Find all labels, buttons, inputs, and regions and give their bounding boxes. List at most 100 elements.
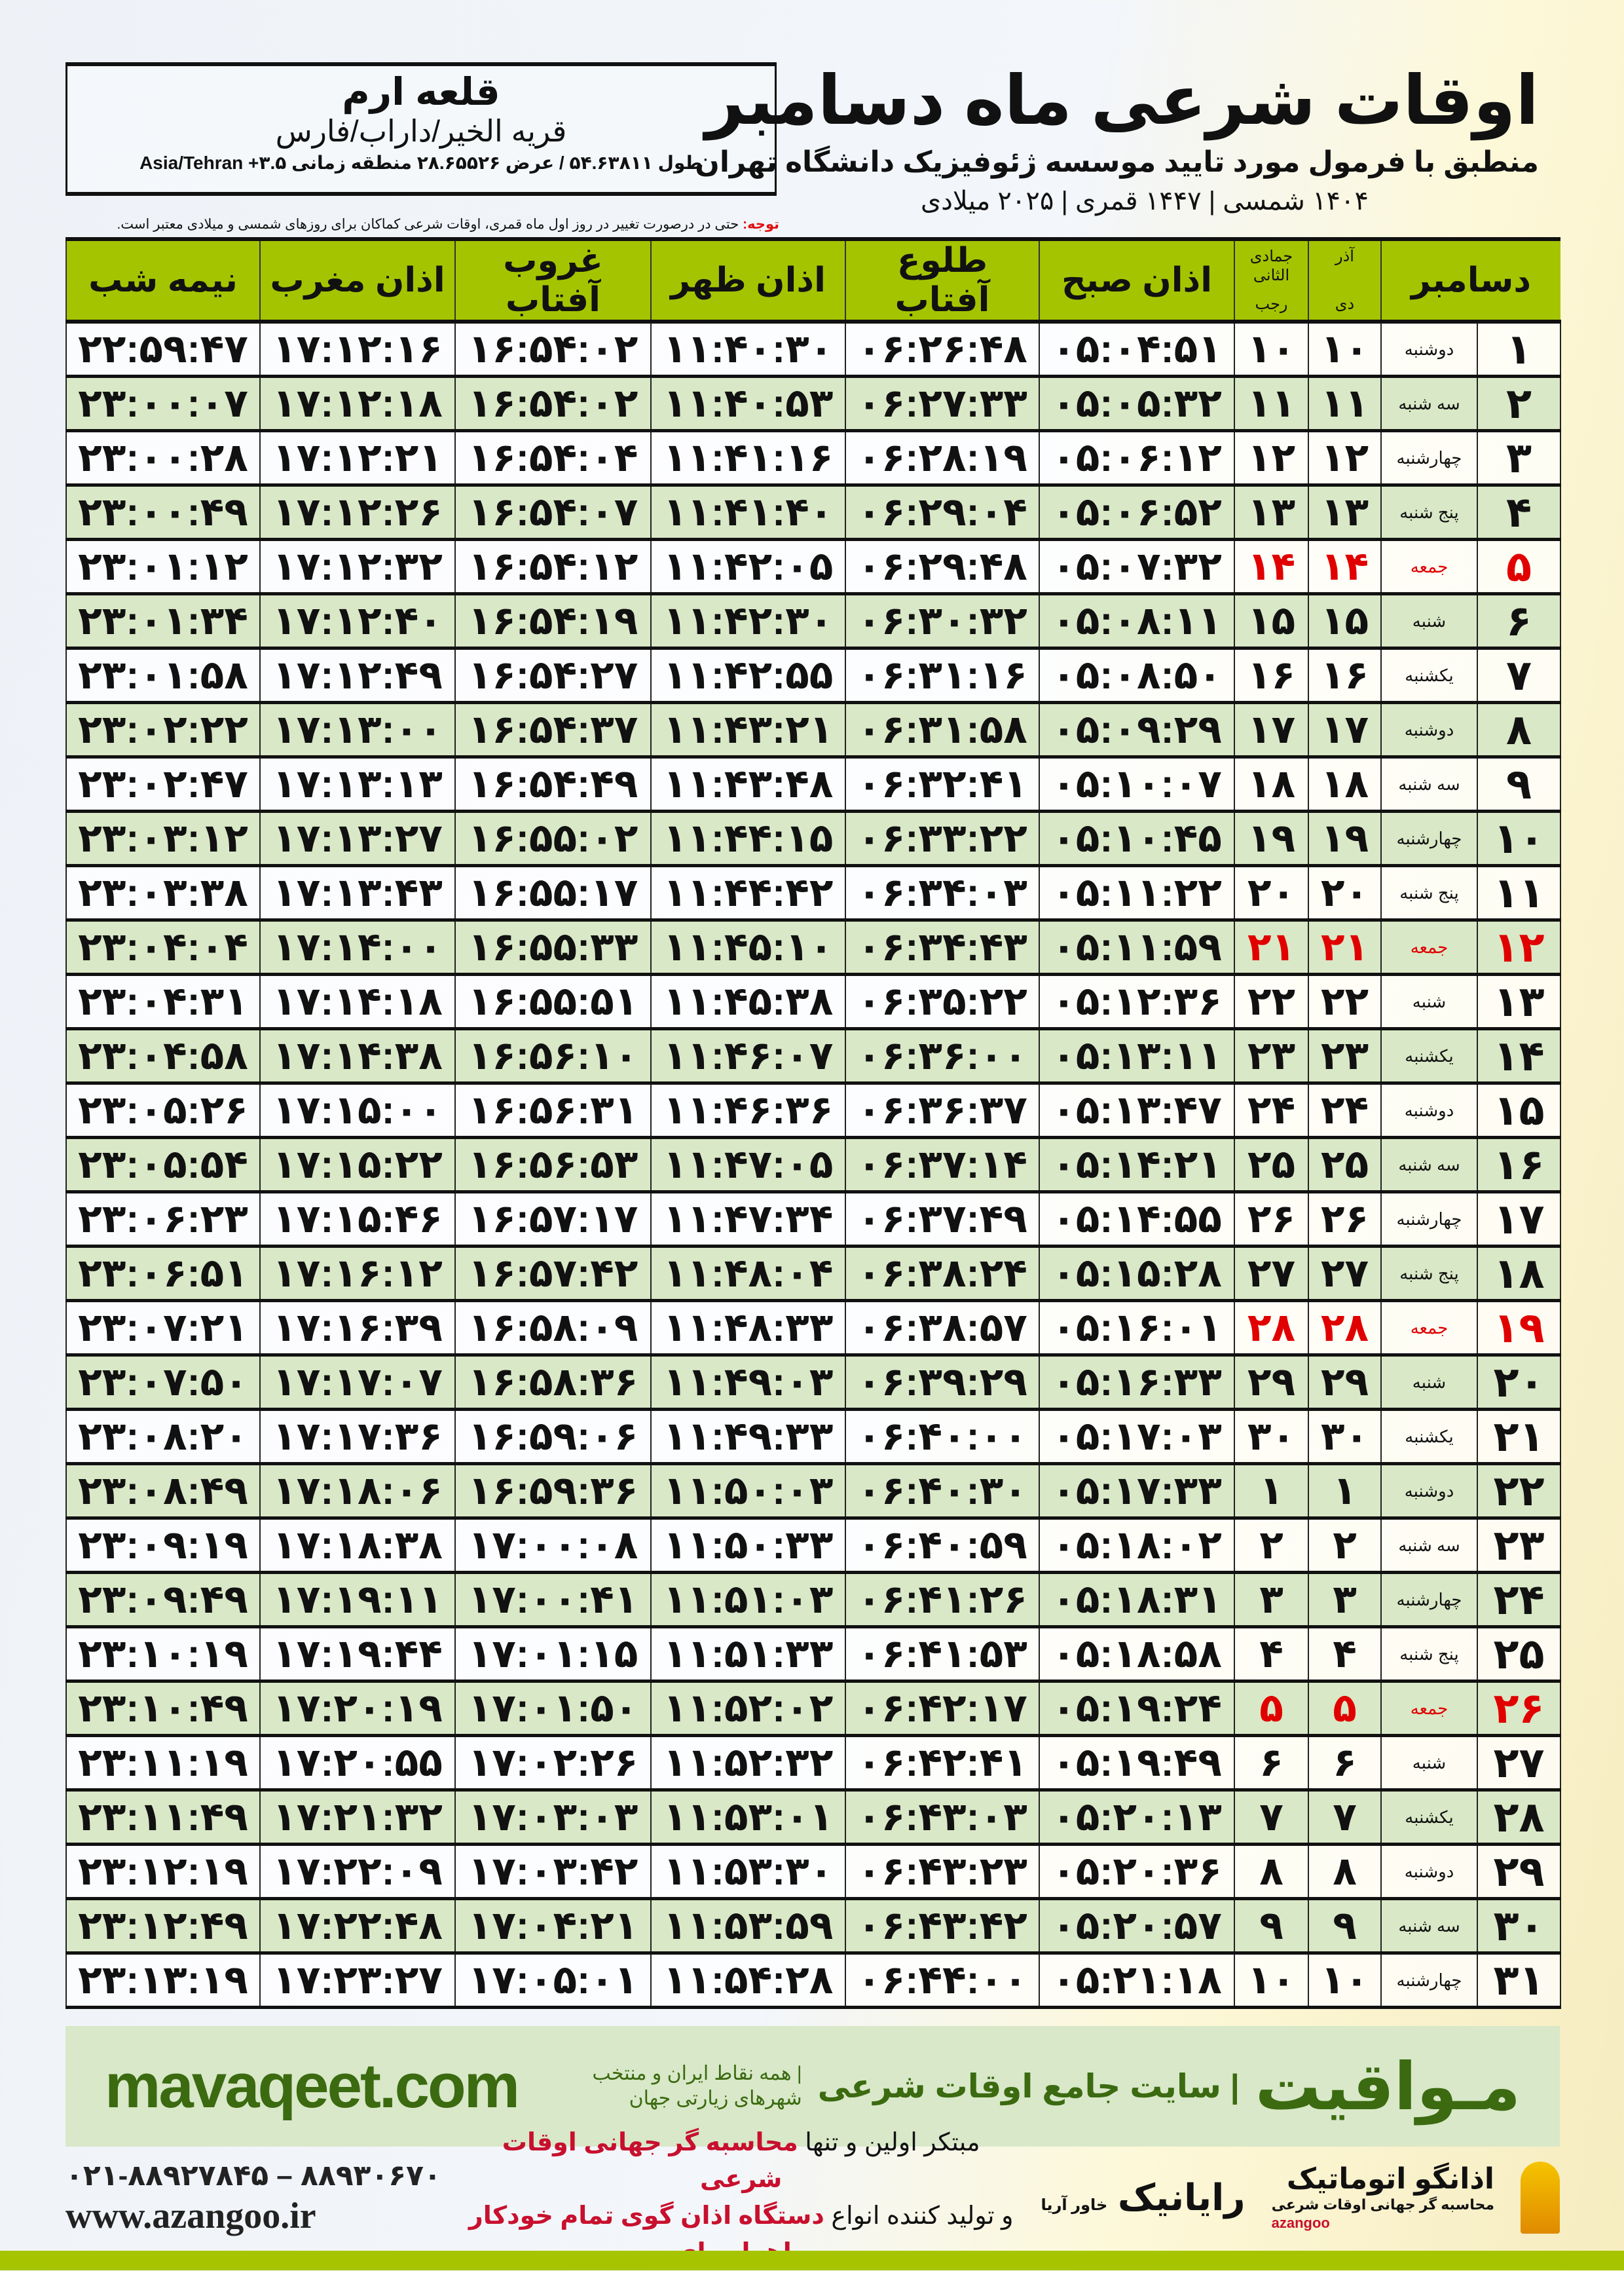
sunrise-time: ۰۶:۳۸:۵۷ (845, 1300, 1040, 1357)
sunset-time: ۱۶:۵۴:۰۴ (454, 430, 652, 487)
table-row: ۲۱ یکشنبه ۳۰ ۳۰ ۰۵:۱۷:۰۳ ۰۶:۴۰:۰۰ ۱۱:۴۹:۳۳ ۱۶:۵… (65, 1408, 1561, 1465)
hijri-day: ۱۸ (1234, 756, 1309, 813)
ad-line1b: محاسبه گر جهانی اوقات شرعی (502, 2129, 798, 2193)
sunset-time: ۱۷:۰۱:۵۰ (454, 1680, 652, 1737)
sunrise-time: ۰۶:۳۱:۵۸ (845, 702, 1040, 759)
day-number: ۷ (1477, 647, 1561, 704)
hijri-day: ۱۴ (1234, 538, 1309, 595)
day-number: ۱۴ (1477, 1028, 1561, 1085)
day-number: ۲۲ (1477, 1463, 1561, 1520)
midnight-time: ۲۳:۰۴:۳۱ (65, 973, 261, 1030)
hijri-day: ۲۰ (1234, 865, 1309, 922)
midnight-time: ۲۲:۵۹:۴۷ (65, 321, 261, 378)
fajr-time: ۰۵:۲۰:۱۳ (1039, 1789, 1235, 1846)
website-link[interactable]: mavaqeet.com (105, 2051, 520, 2121)
weekday: سه شنبه (1380, 1136, 1478, 1193)
midnight-time: ۲۳:۱۲:۱۹ (65, 1843, 261, 1900)
maghrib-time: ۱۷:۲۱:۳۲ (259, 1789, 456, 1846)
day-number: ۲۰ (1477, 1354, 1561, 1411)
maghrib-time: ۱۷:۱۷:۰۷ (259, 1354, 456, 1411)
hijri-day: ۲۸ (1234, 1300, 1309, 1357)
hijri-day: ۵ (1234, 1680, 1309, 1737)
fajr-time: ۰۵:۱۱:۲۲ (1039, 865, 1235, 922)
weekday: سه شنبه (1380, 756, 1478, 813)
ad-line2a: و تولید کننده انواع (824, 2202, 1014, 2230)
dhuhr-time: ۱۱:۴۲:۰۵ (650, 538, 846, 595)
shamsi-day: ۱۹ (1308, 810, 1382, 867)
rayanik-logo: رایانیک خاور آریا (1041, 2176, 1246, 2219)
sunset-time: ۱۶:۵۶:۳۱ (454, 1082, 652, 1139)
day-number: ۲۹ (1477, 1843, 1561, 1900)
weekday: جمعه (1380, 1680, 1478, 1737)
midnight-time: ۲۳:۱۳:۱۹ (65, 1952, 261, 2009)
note-text: حتی در درصورت تغییر در روز اول ماه قمری،… (117, 217, 743, 232)
azangoo-website[interactable]: www.azangoo.ir (65, 2196, 316, 2236)
midnight-time: ۲۳:۰۲:۲۲ (65, 702, 261, 759)
day-number: ۱۷ (1477, 1191, 1561, 1248)
fajr-time: ۰۵:۲۰:۵۷ (1039, 1898, 1235, 1955)
table-row: ۵ جمعه ۱۴ ۱۴ ۰۵:۰۷:۳۲ ۰۶:۲۹:۴۸ ۱۱:۴۲:۰۵ ۱۶:۵۴:۱… (65, 538, 1561, 595)
day-number: ۲۱ (1477, 1408, 1561, 1465)
midnight-time: ۲۳:۰۴:۵۸ (65, 1028, 261, 1085)
maghrib-time: ۱۷:۱۴:۰۰ (259, 919, 456, 976)
shamsi-day: ۱ (1308, 1463, 1382, 1520)
shamsi-day: ۲۲ (1308, 973, 1382, 1030)
hijri-day: ۱۹ (1234, 810, 1309, 867)
day-number: ۲۳ (1477, 1517, 1561, 1574)
fajr-time: ۰۵:۰۶:۱۲ (1039, 430, 1235, 487)
location-name: قلعه ارم (342, 71, 500, 113)
weekday: دوشنبه (1380, 1082, 1478, 1139)
shamsi-day: ۲۳ (1308, 1028, 1382, 1085)
dhuhr-time: ۱۱:۵۳:۰۱ (650, 1789, 846, 1846)
weekday: شنبه (1380, 593, 1478, 650)
hijri-day: ۱۲ (1234, 430, 1309, 487)
maghrib-time: ۱۷:۱۵:۴۶ (259, 1191, 456, 1248)
maghrib-time: ۱۷:۱۲:۴۹ (259, 647, 456, 704)
dhuhr-time: ۱۱:۴۵:۱۰ (650, 919, 846, 976)
weekday: دوشنبه (1380, 321, 1478, 378)
weekday: شنبه (1380, 973, 1478, 1030)
rayanik-text: رایانیک (1117, 2177, 1246, 2218)
hijri-day: ۱۷ (1234, 702, 1309, 759)
day-number: ۱۶ (1477, 1136, 1561, 1193)
sunset-time: ۱۶:۵۷:۱۷ (454, 1191, 652, 1248)
maghrib-time: ۱۷:۱۲:۳۲ (259, 538, 456, 595)
table-row: ۳۱ چهارشنبه ۱۰ ۱۰ ۰۵:۲۱:۱۸ ۰۶:۴۴:۰۰ ۱۱:۵۴:۲۸ ۱۷… (65, 1952, 1561, 2009)
hijri-day: ۳۰ (1234, 1408, 1309, 1465)
sunset-time: ۱۶:۵۴:۰۲ (454, 375, 652, 432)
day-number: ۱ (1477, 321, 1561, 378)
midnight-time: ۲۳:۰۱:۳۴ (65, 593, 261, 650)
midnight-time: ۲۳:۰۶:۲۳ (65, 1191, 261, 1248)
shamsi-day: ۶ (1308, 1735, 1382, 1792)
midnight-time: ۲۳:۱۱:۴۹ (65, 1789, 261, 1846)
advert-strip: ۰۲۱-۸۸۹۲۷۸۴۵ – ۸۸۹۳۰۶۷۰ www.azangoo.ir م… (65, 2129, 1560, 2266)
footer-banner: مـواقیت | سایت جامع اوقات شرعی | همه نقا… (65, 2026, 1560, 2147)
midnight-time: ۲۳:۰۵:۵۴ (65, 1136, 261, 1193)
hijri-day: ۱۵ (1234, 593, 1309, 650)
sunrise-time: ۰۶:۳۸:۲۴ (845, 1245, 1040, 1302)
weekday: جمعه (1380, 538, 1478, 595)
day-number: ۱۳ (1477, 973, 1561, 1030)
fajr-time: ۰۵:۰۷:۳۲ (1039, 538, 1235, 595)
maghrib-time: ۱۷:۲۲:۴۸ (259, 1898, 456, 1955)
weekday: چهارشنبه (1380, 1191, 1478, 1248)
table-row: ۲۲ دوشنبه ۱ ۱ ۰۵:۱۷:۳۳ ۰۶:۴۰:۳۰ ۱۱:۵۰:۰۳ ۱۶:۵۹:… (65, 1463, 1561, 1520)
sunrise-time: ۰۶:۴۱:۲۶ (845, 1571, 1040, 1628)
mosque-dome-icon (1521, 2162, 1560, 2234)
day-number: ۹ (1477, 756, 1561, 813)
midnight-time: ۲۳:۰۰:۴۹ (65, 484, 261, 541)
page-subtitle: منطبق با فرمول مورد تایید موسسه ژئوفیزیک… (695, 146, 1539, 178)
sunset-time: ۱۷:۰۲:۲۶ (454, 1735, 652, 1792)
dhuhr-time: ۱۱:۵۱:۳۳ (650, 1626, 846, 1683)
fajr-time: ۰۵:۱۶:۰۱ (1039, 1300, 1235, 1357)
hijri-day: ۱۶ (1234, 647, 1309, 704)
fajr-time: ۰۵:۱۹:۲۴ (1039, 1680, 1235, 1737)
maghrib-time: ۱۷:۱۳:۴۳ (259, 865, 456, 922)
weekday: چهارشنبه (1380, 810, 1478, 867)
weekday: جمعه (1380, 1300, 1478, 1357)
table-row: ۱۹ جمعه ۲۸ ۲۸ ۰۵:۱۶:۰۱ ۰۶:۳۸:۵۷ ۱۱:۴۸:۳۳ ۱۶:۵۸:… (65, 1300, 1561, 1357)
sunset-time: ۱۶:۵۴:۰۲ (454, 321, 652, 378)
table-row: ۱۵ دوشنبه ۲۴ ۲۴ ۰۵:۱۳:۴۷ ۰۶:۳۶:۳۷ ۱۱:۴۶:۳۶ ۱۶:۵… (65, 1082, 1561, 1139)
sunrise-time: ۰۶:۲۹:۴۸ (845, 538, 1040, 595)
sunrise-time: ۰۶:۴۰:۵۹ (845, 1517, 1040, 1574)
